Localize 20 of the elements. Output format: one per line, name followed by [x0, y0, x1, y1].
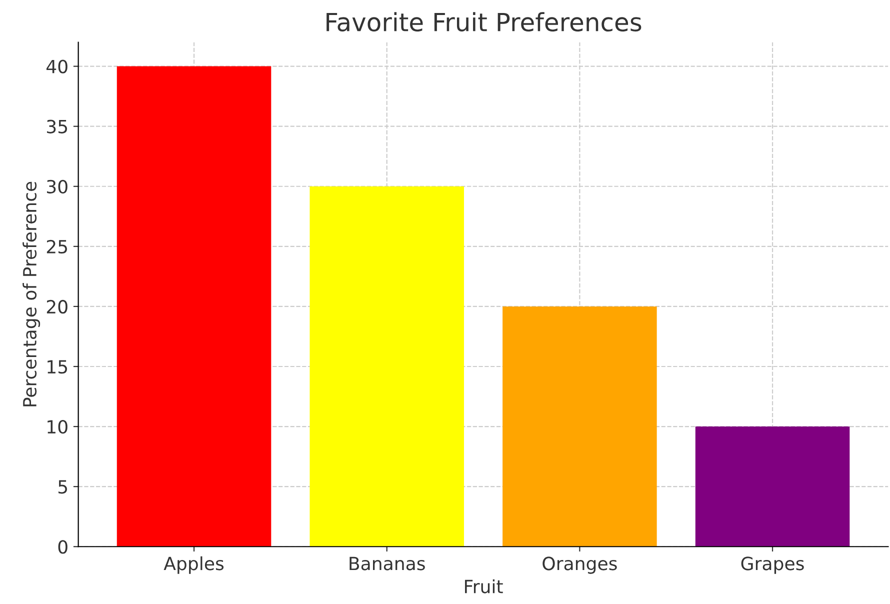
y-tick-label: 25: [46, 240, 68, 254]
bar: [310, 186, 464, 547]
y-tick-label: 10: [48, 420, 68, 434]
y-tick-label: 20: [46, 300, 68, 314]
y-tick-label: 15: [48, 360, 68, 374]
y-axis-title: Percentage of Preference: [22, 182, 40, 406]
x-tick-label: Apples: [164, 556, 224, 574]
x-tick-label: Oranges: [542, 556, 617, 574]
x-axis-title: Fruit: [465, 579, 503, 594]
x-tick-label: Bananas: [350, 556, 425, 570]
y-tick-label: 30: [47, 180, 68, 194]
bar: [695, 426, 850, 547]
bar: [502, 306, 657, 547]
bar: [116, 66, 272, 547]
y-tick-label: 35: [47, 120, 68, 134]
y-tick-label: 0: [58, 540, 68, 554]
y-tick-label: 40: [46, 60, 68, 74]
x-tick-label: Grapes: [741, 556, 804, 574]
y-tick-label: 5: [58, 480, 68, 494]
chart-title: Favorite Fruit Preferences: [326, 12, 642, 32]
